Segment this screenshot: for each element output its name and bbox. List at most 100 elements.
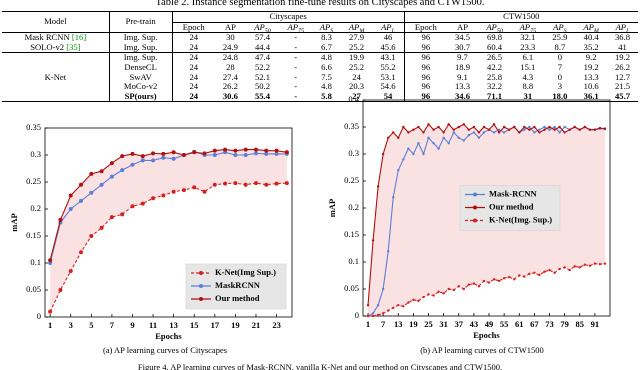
value-cell: 9.2 [585, 52, 597, 63]
pretrain-cell: Img. Sup. [109, 42, 173, 54]
value-cell: 20.3 [349, 81, 365, 92]
data-point [533, 131, 536, 134]
data-point [432, 128, 435, 131]
value-cell: 36.8 [614, 32, 631, 43]
data-point [371, 239, 375, 242]
data-point [140, 154, 145, 159]
data-point [588, 264, 592, 267]
data-point [264, 182, 269, 187]
data-point [477, 131, 481, 134]
data-point [533, 125, 536, 129]
data-point [553, 128, 556, 131]
value-cell: 27.4 [222, 71, 238, 82]
data-point [553, 271, 556, 274]
data-point [432, 294, 435, 297]
data-point [523, 125, 526, 129]
value-cell: 24 [352, 71, 361, 82]
legend-label: K-Net(Img Sup.) [215, 267, 276, 277]
x-tick-label: 19 [231, 320, 240, 330]
x-tick-label: 55 [500, 319, 509, 329]
data-point [284, 181, 289, 186]
data-point [192, 185, 197, 190]
value-cell: 30 [226, 32, 235, 43]
data-point [427, 136, 430, 139]
value-cell: 45.6 [372, 42, 405, 54]
data-point [507, 275, 511, 279]
figure-caption: Figure 4. AP learning curves of Mask-RCN… [138, 362, 502, 370]
value-cell: 24 [172, 42, 215, 54]
x-tick-label: 11 [149, 320, 157, 330]
data-point [442, 292, 445, 295]
value-cell: 96 [421, 71, 431, 82]
data-point [578, 128, 581, 131]
data-point [528, 128, 531, 131]
data-point [487, 128, 491, 131]
value-cell: 31 [523, 90, 533, 101]
value-cell: - [294, 90, 298, 101]
data-point [558, 267, 561, 271]
data-point [548, 268, 551, 272]
y-tick-label: 0.25 [344, 175, 359, 185]
data-point [457, 136, 460, 139]
data-point [402, 125, 405, 129]
data-point [482, 131, 486, 134]
header-text: AP [615, 21, 627, 32]
data-point [58, 288, 63, 292]
value-cell: 25.2 [340, 42, 373, 54]
data-point [402, 158, 405, 161]
value-cell: 21.5 [614, 81, 631, 92]
column-header: APM [575, 22, 607, 34]
data-point [89, 171, 94, 176]
y-tick-label: 0.05 [26, 284, 41, 294]
value-cell: 50.2 [254, 81, 270, 92]
data-point [447, 287, 450, 291]
data-point [68, 269, 73, 274]
data-point [392, 196, 395, 199]
value-cell: 55.2 [372, 62, 405, 73]
column-header: APM [340, 22, 373, 35]
header-subscript: 50 [496, 28, 503, 35]
table-caption: Table 2. Instance segmentation fine-tune… [155, 0, 485, 8]
header-subscript: 75 [297, 28, 304, 35]
x-tick-label: 37 [455, 319, 464, 329]
value-cell: 69.8 [487, 32, 503, 43]
y-tick-label: 0.2 [348, 202, 359, 212]
data-point [407, 131, 410, 134]
data-point [492, 123, 496, 126]
data-point [502, 277, 506, 280]
table-row: MoCo-v2 24 26.2 50.2 - 4.8 20.3 54.6 96 13.3 32.2 8… [2, 82, 638, 92]
legend-marker [199, 284, 203, 288]
table-row: DenseCL 24 28 52.2 - 6.6 25.2 55.2 96 18.9 42.2 15.… [2, 61, 638, 73]
header-subscript: M [359, 28, 365, 35]
data-point [151, 158, 156, 163]
y-tick-label: 0 [37, 311, 41, 321]
y-tick-label: 0.15 [344, 229, 359, 239]
data-point [487, 281, 491, 284]
y-axis-label: mAP [327, 199, 337, 217]
data-point [387, 309, 390, 312]
pretrain-cell: SP(ours) [109, 91, 173, 102]
y-tick-label: 0.3 [348, 148, 359, 158]
value-cell: 46 [372, 32, 405, 43]
data-point [99, 182, 104, 187]
data-point [462, 139, 466, 142]
header-subscript: 50 [264, 28, 271, 35]
data-point [502, 131, 506, 134]
value-cell: 32.2 [487, 81, 503, 92]
data-point [109, 215, 114, 220]
data-point [412, 298, 415, 301]
value-cell: 25.2 [349, 61, 365, 72]
legend-marker [473, 218, 477, 223]
value-cell: 52.1 [254, 71, 270, 82]
data-point [402, 305, 405, 308]
header-text: Epoch [414, 21, 437, 32]
column-header: AP [214, 22, 246, 34]
value-cell: 24.9 [214, 42, 246, 54]
data-point [109, 161, 114, 166]
model-cell: SOLO-v2 [35] [2, 42, 110, 54]
data-point [417, 125, 420, 129]
value-cell: 26.2 [222, 81, 238, 92]
series-line [49, 182, 287, 312]
value-cell: 19.2 [614, 52, 631, 63]
x-tick-label: 5 [89, 320, 93, 330]
